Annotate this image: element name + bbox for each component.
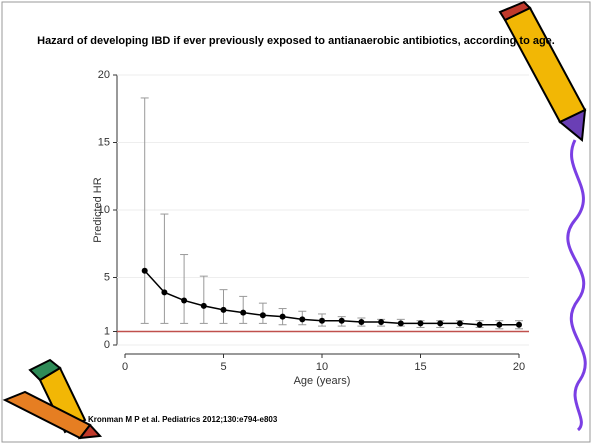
point xyxy=(181,297,188,304)
point xyxy=(338,317,345,324)
point xyxy=(378,319,385,326)
y-tick-label: 10 xyxy=(98,204,110,216)
point xyxy=(240,309,247,316)
series-line xyxy=(144,270,519,326)
point xyxy=(516,321,522,328)
citation: Kronman M P et al. Pediatrics 2012;130:e… xyxy=(88,415,278,424)
point xyxy=(496,321,503,328)
chart-title: Hazard of developing IBD if ever previou… xyxy=(37,35,555,47)
pencil-bottom xyxy=(2,358,103,440)
x-tick-label: 0 xyxy=(122,361,128,373)
point xyxy=(259,312,266,319)
point xyxy=(200,302,207,309)
point xyxy=(437,320,444,327)
y-tick-label: 0 xyxy=(104,339,110,351)
point xyxy=(299,316,306,323)
y-tick-label: 15 xyxy=(98,136,110,148)
point xyxy=(476,321,483,328)
x-tick-label: 20 xyxy=(513,361,525,373)
point xyxy=(279,313,286,320)
x-tick-label: 10 xyxy=(316,361,328,373)
x-axis-label: Age (years) xyxy=(294,375,351,387)
squiggle xyxy=(566,139,587,432)
point xyxy=(220,306,227,313)
point xyxy=(319,317,325,324)
point xyxy=(141,267,148,274)
x-tick-label: 5 xyxy=(220,361,226,373)
y-tick-label: 1 xyxy=(104,325,110,337)
point xyxy=(397,320,404,327)
point xyxy=(161,289,168,296)
point xyxy=(417,320,424,327)
point xyxy=(358,319,365,326)
y-axis-label: Predicted HR xyxy=(92,177,104,242)
y-tick-label: 20 xyxy=(98,69,110,81)
y-tick-label: 5 xyxy=(104,271,110,283)
x-tick-label: 15 xyxy=(414,361,426,373)
pencil-top xyxy=(498,0,587,142)
point xyxy=(456,320,463,327)
